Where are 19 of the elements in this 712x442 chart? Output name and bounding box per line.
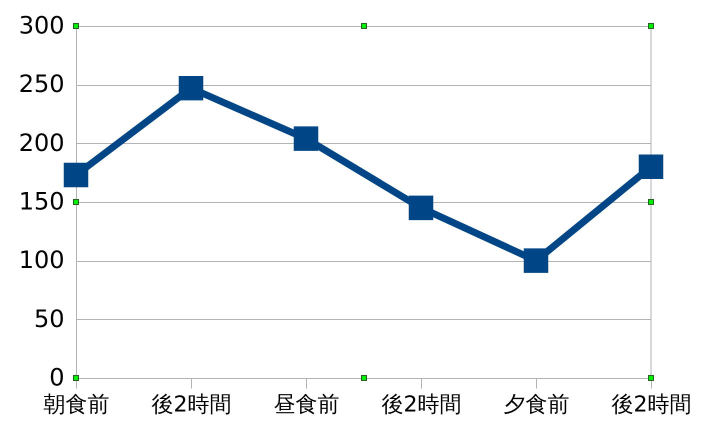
x-tick-label: 夕食前 <box>504 392 570 418</box>
x-tick-label: 朝食前 <box>44 392 110 418</box>
point <box>64 162 88 188</box>
x-tick-label: 昼食前 <box>274 392 340 418</box>
point <box>524 248 548 273</box>
point <box>294 126 318 151</box>
point <box>408 196 434 220</box>
x-tick-label: 後2時間 <box>382 392 462 418</box>
y-tick-label: 250 <box>18 70 64 98</box>
y-tick-label: 50 <box>34 304 64 333</box>
y-tick-label: 150 <box>18 188 64 216</box>
y-tick-label: 100 <box>18 246 64 274</box>
x-tick-label: 後2時間 <box>152 392 232 418</box>
y-tick-label: 200 <box>18 128 64 157</box>
y-tick-label: 300 <box>18 12 64 40</box>
point <box>638 154 664 180</box>
x-tick-label: 後2時間 <box>612 392 692 418</box>
y-tick-label: 0 <box>49 364 64 392</box>
point <box>178 76 204 100</box>
